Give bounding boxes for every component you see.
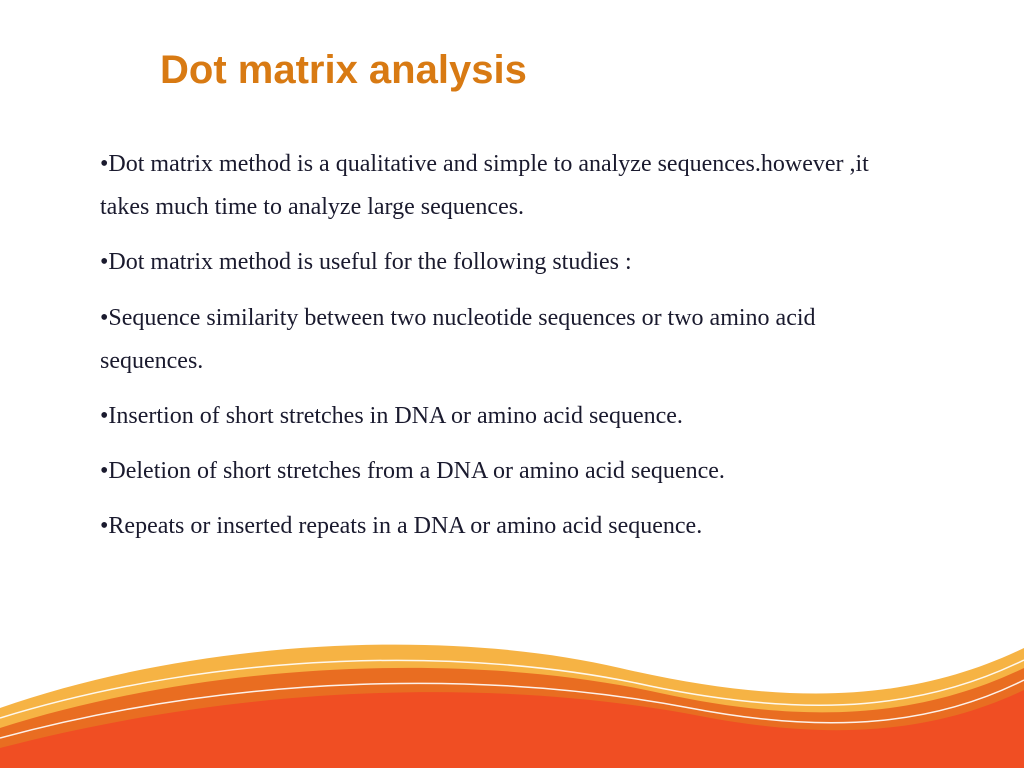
bullet-text: Dot matrix method is a qualitative and s… xyxy=(100,151,869,220)
bullet-item: Dot matrix method is useful for the foll… xyxy=(100,241,924,284)
bullet-text: Deletion of short stretches from a DNA o… xyxy=(108,458,724,484)
bullet-item: Dot matrix method is a qualitative and s… xyxy=(100,143,924,229)
bullet-text: Sequence similarity between two nucleoti… xyxy=(100,305,816,374)
bullet-item: Sequence similarity between two nucleoti… xyxy=(100,297,924,383)
slide-body: Dot matrix method is a qualitative and s… xyxy=(100,143,924,549)
bullet-text: Repeats or inserted repeats in a DNA or … xyxy=(108,513,702,539)
bullet-text: Insertion of short stretches in DNA or a… xyxy=(108,403,683,429)
bullet-text: Dot matrix method is useful for the foll… xyxy=(108,249,631,275)
slide-title: Dot matrix analysis xyxy=(160,48,924,93)
wave-icon xyxy=(0,598,1024,768)
bullet-item: Deletion of short stretches from a DNA o… xyxy=(100,450,924,493)
bullet-item: Repeats or inserted repeats in a DNA or … xyxy=(100,505,924,548)
bullet-item: Insertion of short stretches in DNA or a… xyxy=(100,395,924,438)
decorative-wave xyxy=(0,598,1024,768)
slide: Dot matrix analysis Dot matrix method is… xyxy=(0,0,1024,768)
